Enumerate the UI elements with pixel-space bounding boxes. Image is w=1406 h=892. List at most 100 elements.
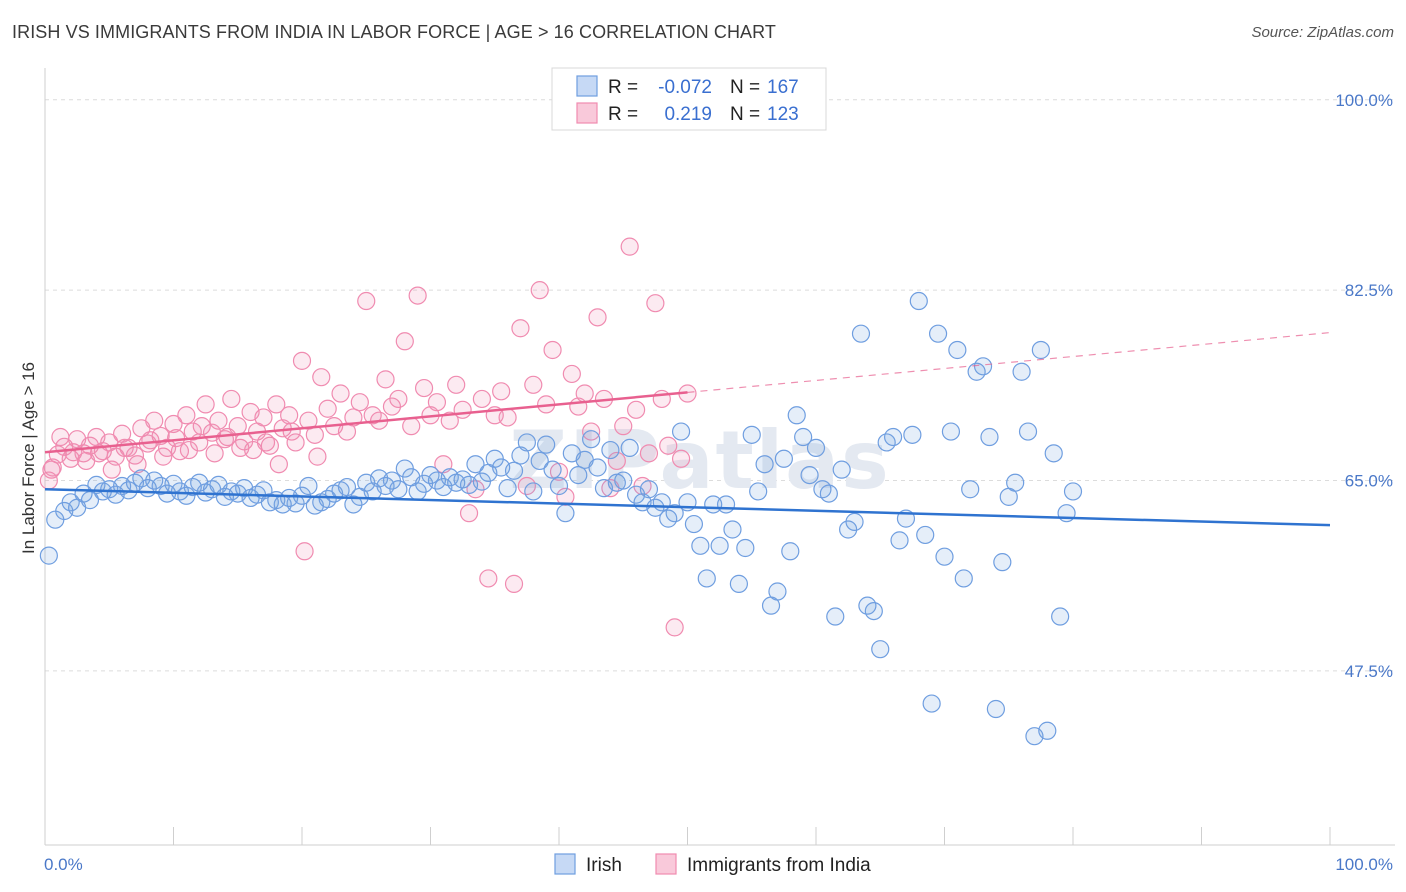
india-point-73 [504, 574, 524, 593]
india-point-29 [222, 389, 241, 409]
y-tick-label-2: 82.5% [1345, 281, 1393, 300]
y-tick-label-3: 100.0% [1335, 91, 1393, 110]
irish-point-109 [742, 425, 761, 444]
y-tick-label-1: 65.0% [1345, 472, 1393, 491]
irish-point-90 [620, 438, 639, 458]
irish-point-150 [1006, 473, 1025, 492]
india-point-91 [620, 237, 639, 256]
irish-point-132 [890, 531, 909, 550]
irish-point-129 [871, 640, 890, 659]
india-point-114 [205, 444, 224, 463]
india-point-122 [308, 447, 327, 466]
india-point-25 [196, 395, 215, 414]
india-point-84 [575, 384, 594, 403]
india-point-90 [614, 417, 633, 436]
irish-point-47 [344, 495, 363, 514]
irish-point-76 [530, 451, 549, 471]
chart-source: Source: ZipAtlas.com [1251, 24, 1394, 41]
irish-point-93 [639, 480, 659, 499]
y-tick-label-0: 47.5% [1345, 662, 1393, 681]
india-point-94 [639, 444, 659, 463]
irish-point-101 [691, 536, 710, 555]
india-point-81 [556, 487, 575, 506]
axes [44, 68, 1395, 846]
india-point-44 [318, 399, 337, 418]
series-irish-points [39, 291, 1083, 746]
legend-box [551, 67, 827, 131]
irish-point-138 [928, 324, 948, 343]
irish-point-78 [543, 460, 562, 479]
irish-point-139 [935, 547, 954, 566]
legend-n-label-irish: N = [730, 77, 760, 98]
irish-point-89 [614, 471, 633, 490]
irish-point-114 [774, 449, 793, 468]
india-point-95 [646, 294, 665, 313]
india-point-68 [472, 389, 491, 409]
india-point-71 [492, 382, 511, 401]
irish-point-113 [768, 582, 787, 601]
irish-point-122 [826, 607, 845, 626]
irish-point-38 [286, 494, 305, 513]
irish-point-157 [1051, 607, 1070, 626]
irish-point-159 [1063, 482, 1083, 501]
irish-point-156 [1044, 444, 1063, 463]
india-point-108 [128, 455, 147, 474]
irish-point-147 [986, 699, 1006, 719]
india-point-36 [267, 395, 286, 414]
irish-point-155 [1038, 721, 1057, 740]
legend-n-value-irish: 167 [767, 77, 799, 98]
india-point-43 [312, 368, 331, 387]
irish-point-66 [466, 455, 485, 474]
india-point-61 [427, 393, 447, 412]
trend-lines [44, 331, 1331, 527]
legend-irish-swatch [576, 75, 598, 97]
irish-point-126 [851, 324, 871, 343]
india-point-65 [453, 400, 472, 419]
india-point-74 [511, 319, 530, 338]
irish-point-97 [665, 504, 684, 523]
india-point-66 [459, 504, 479, 523]
irish-point-131 [883, 427, 903, 447]
irish-point-154 [1031, 340, 1050, 360]
india-point-69 [479, 569, 498, 588]
india-point-110 [154, 447, 173, 466]
india-point-48 [344, 408, 363, 427]
india-point-98 [665, 618, 684, 637]
india-point-23 [183, 422, 202, 441]
irish-point-106 [723, 520, 742, 539]
india-point-56 [395, 332, 414, 351]
irish-point-134 [903, 425, 922, 444]
india-point-119 [269, 455, 288, 474]
irish-point-125 [845, 512, 864, 531]
india-point-49 [350, 393, 369, 412]
irish-point-111 [755, 455, 774, 474]
india-point-72 [498, 408, 517, 427]
irish-point-128 [864, 601, 883, 621]
irish-point-107 [729, 574, 749, 593]
india-point-38 [280, 406, 299, 425]
irish-point-40 [299, 476, 318, 496]
irish-point-79 [549, 476, 569, 496]
irish-point-108 [736, 538, 755, 558]
india-point-120 [282, 422, 301, 441]
irish-point-124 [839, 520, 858, 539]
india-point-97 [659, 436, 678, 455]
irish-point-123 [832, 460, 851, 479]
legend-r-label-india: R = [608, 104, 638, 125]
grid-lines [45, 99, 1395, 672]
irish-point-84 [582, 430, 601, 449]
india-point-92 [626, 400, 646, 419]
india-point-59 [414, 378, 434, 398]
bottom-legend: Irish Immigrants from India [554, 853, 871, 876]
india-point-39 [286, 433, 305, 452]
irish-point-117 [794, 427, 813, 447]
india-point-121 [295, 542, 314, 561]
india-point-57 [402, 417, 421, 436]
irish-point-110 [749, 482, 768, 501]
india-point-106 [102, 460, 121, 479]
india-point-34 [254, 408, 273, 427]
irish-point-141 [948, 340, 967, 360]
irish-point-115 [781, 542, 800, 561]
india-point-96 [652, 389, 671, 409]
